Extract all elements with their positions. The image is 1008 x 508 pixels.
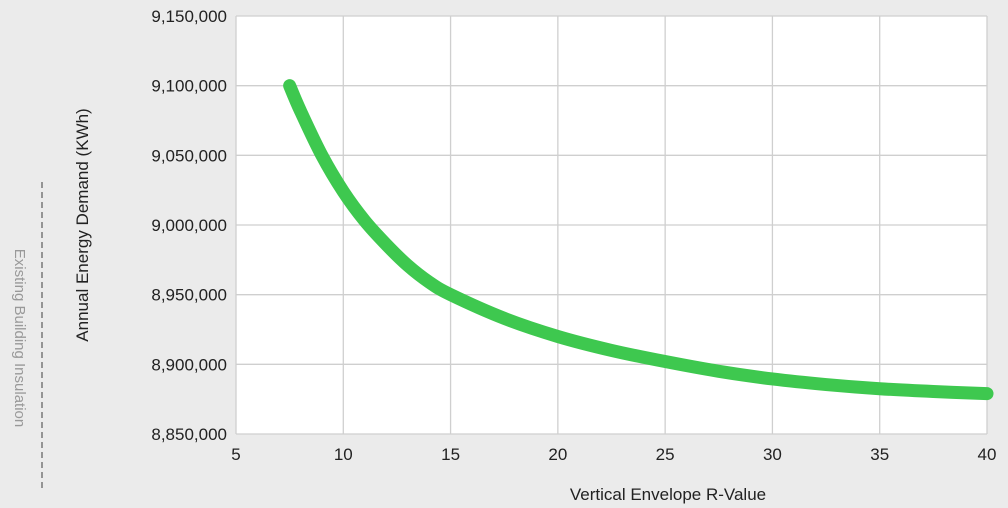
x-tick-label: 25 [656,445,675,464]
series-line [283,79,994,401]
y-tick-label: 9,100,000 [151,77,227,96]
y-tick-label: 9,050,000 [151,146,227,165]
x-tick-label: 20 [548,445,567,464]
x-tick-label: 15 [441,445,460,464]
x-tick-label: 5 [231,445,240,464]
x-axis-label: Vertical Envelope R-Value [570,485,766,504]
y-tick-label: 8,950,000 [151,286,227,305]
series-layer [283,79,994,401]
y-tick-label: 8,850,000 [151,425,227,444]
side-label: Existing Building Insulation [11,249,28,427]
grid [235,15,988,435]
y-tick-label: 8,900,000 [151,355,227,374]
x-tick-label: 35 [870,445,889,464]
y-axis-label: Annual Energy Demand (KWh) [73,108,92,341]
y-tick-label: 9,150,000 [151,7,227,26]
x-axis-ticks: 5 10 15 20 25 30 35 40 [231,445,996,464]
x-tick-label: 30 [763,445,782,464]
y-axis-ticks: 8,850,000 8,900,000 8,950,000 9,000,000 9,05… [151,7,227,444]
y-tick-label: 9,000,000 [151,216,227,235]
x-tick-label: 10 [334,445,353,464]
x-tick-label: 40 [978,445,997,464]
